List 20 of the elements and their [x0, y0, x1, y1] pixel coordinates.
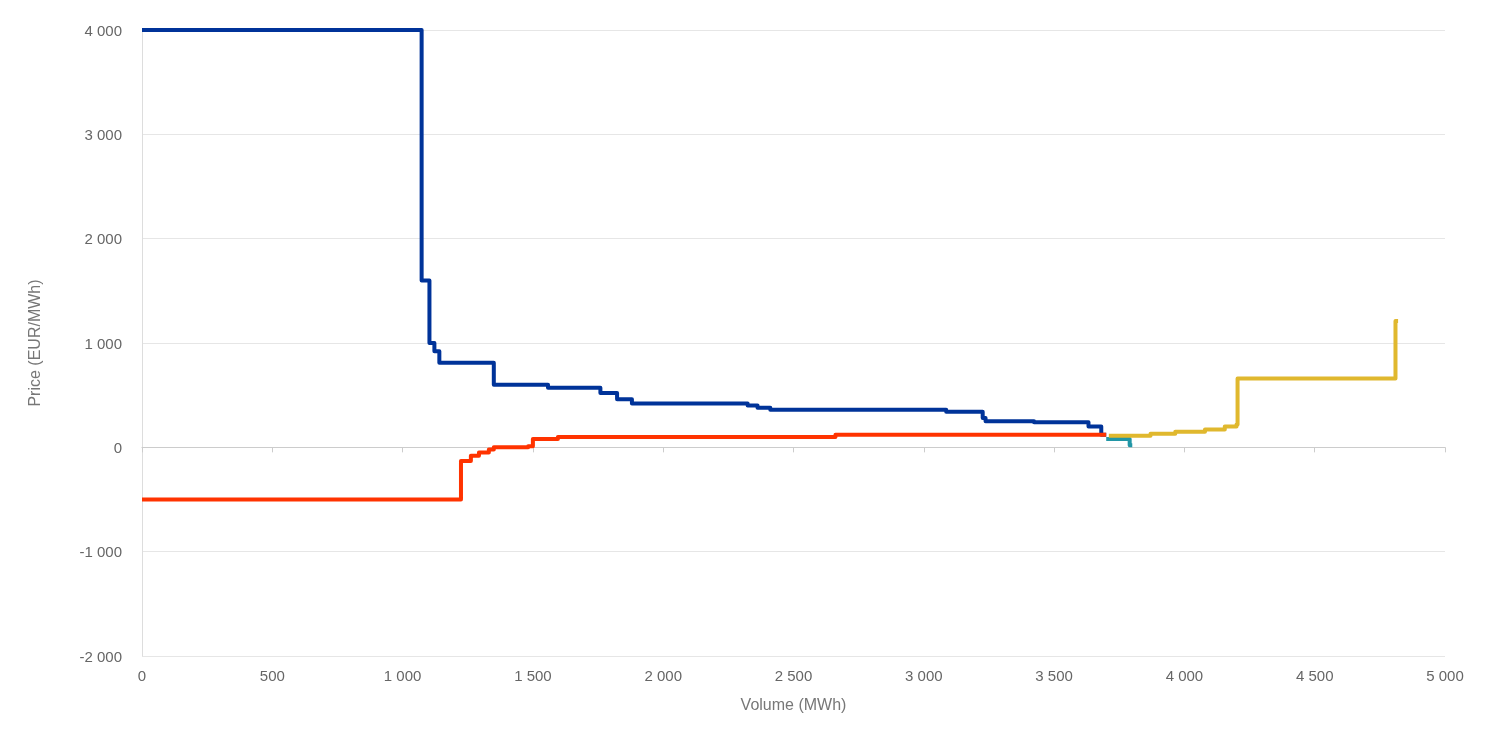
x-axis-title: Volume (MWh) [740, 695, 847, 713]
y-tick-label: -1 000 [79, 543, 122, 561]
x-tick-label: 4 000 [1165, 667, 1204, 684]
y-tick-label: -2 000 [79, 647, 122, 665]
y-tick-label: 0 [113, 438, 122, 456]
x-tick-label: 0 [137, 667, 147, 684]
x-tick-label: 1 000 [383, 667, 422, 684]
x-tick-label: 3 500 [1035, 667, 1073, 684]
x-tick-label: 2 000 [644, 667, 682, 684]
x-tick-label: 1 500 [514, 667, 552, 684]
x-tick-label: 3 000 [905, 667, 943, 684]
y-axis-title: Price (EUR/MWh) [25, 279, 43, 407]
x-tick-label: 2 500 [774, 667, 813, 684]
y-tick-label: 1 000 [84, 334, 122, 352]
x-tick-label: 4 500 [1295, 667, 1334, 684]
y-tick-label: 4 000 [84, 21, 122, 39]
y-tick-label: 2 000 [84, 230, 122, 248]
x-tick-label: 500 [259, 667, 285, 684]
x-tick-label: 5 000 [1426, 667, 1464, 684]
y-tick-label: 3 000 [84, 125, 122, 143]
